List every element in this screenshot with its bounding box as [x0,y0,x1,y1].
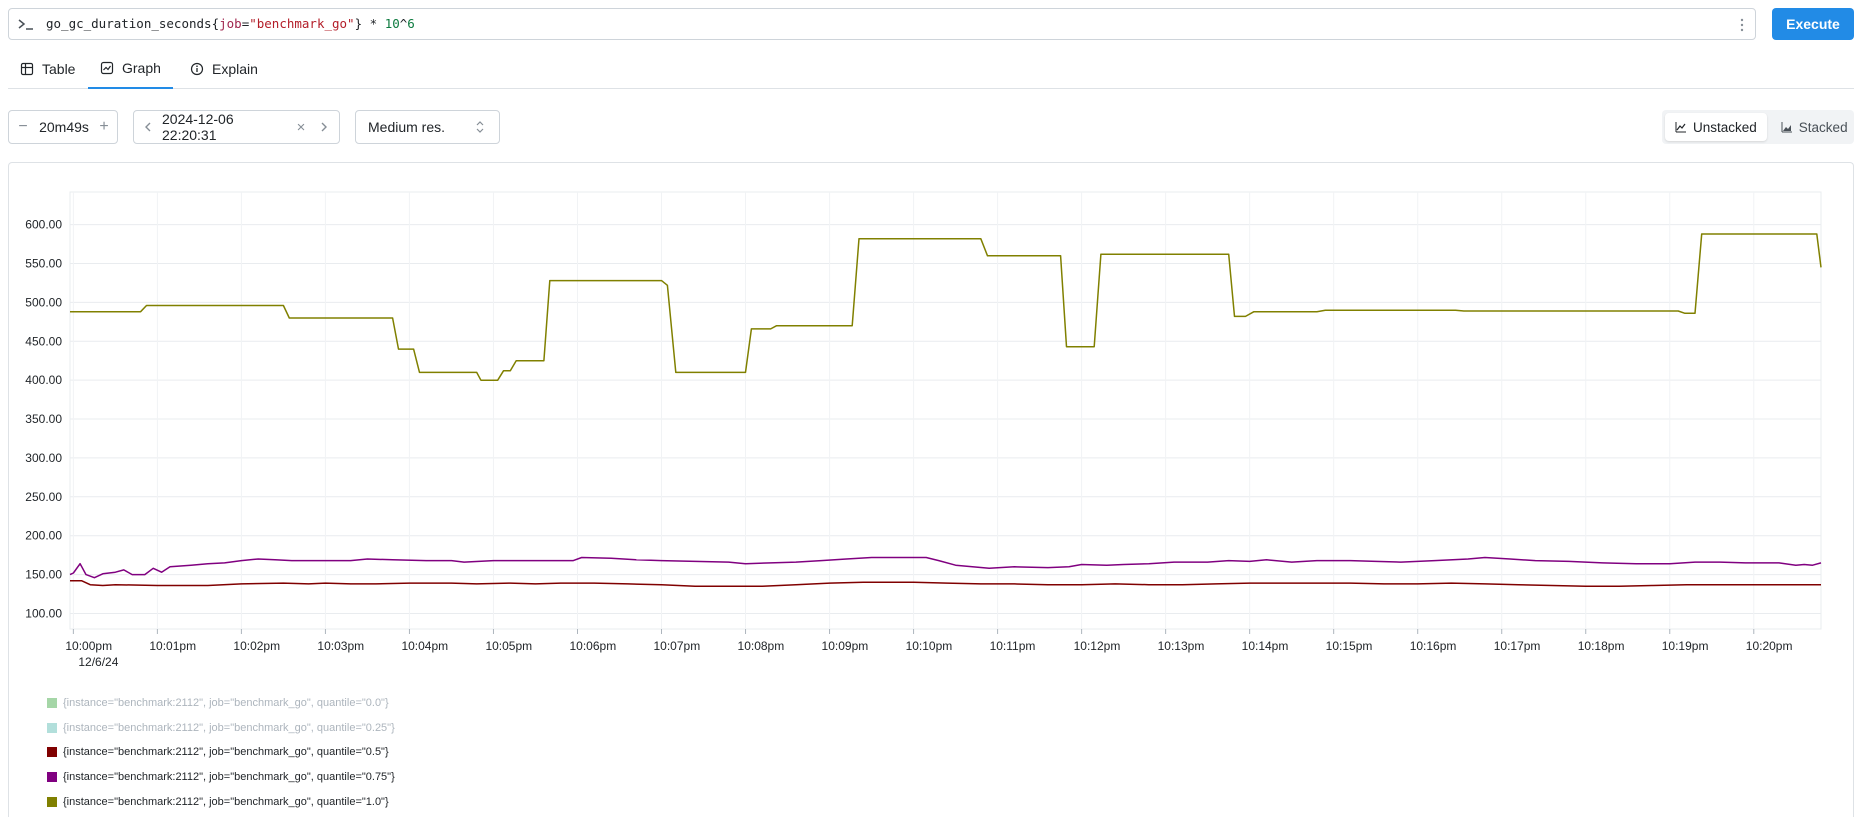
end-time-value[interactable]: 2024-12-06 22:20:31 [162,111,234,143]
x-tick-label: 10:12pm [1074,639,1121,653]
y-tick-label: 300.00 [25,451,62,465]
chevron-left-icon[interactable] [134,122,162,132]
query-row: go_gc_duration_seconds{job="benchmark_go… [8,8,1854,40]
x-tick-label: 10:15pm [1326,639,1373,653]
legend-label: {instance="benchmark:2112", job="benchma… [63,697,389,710]
x-date-sublabel: 12/6/24 [78,655,118,669]
chart-legend: {instance="benchmark:2112", job="benchma… [47,691,395,814]
terminal-prompt-icon [18,19,33,30]
query-caret: ^ [399,16,408,31]
query-operator: * [362,16,385,31]
y-tick-label: 150.00 [25,568,62,582]
range-control: − 20m49s + [8,110,118,144]
query-text: go_gc_duration_seconds{job="benchmark_go… [46,16,415,31]
y-tick-label: 250.00 [25,490,62,504]
legend-item[interactable]: {instance="benchmark:2112", job="benchma… [47,789,395,814]
query-input[interactable]: go_gc_duration_seconds{job="benchmark_go… [8,8,1756,40]
x-tick-label: 10:03pm [317,639,364,653]
graph-icon [100,61,114,75]
x-tick-label: 10:20pm [1746,639,1793,653]
resolution-value: Medium res. [368,119,446,135]
series-line[interactable] [69,556,1822,579]
x-tick-label: 10:02pm [233,639,280,653]
resolution-select[interactable]: Medium res. [355,110,500,144]
stacked-label: Stacked [1798,119,1848,135]
x-tick-label: 10:05pm [485,639,532,653]
x-tick-label: 10:18pm [1578,639,1625,653]
x-tick-label: 10:13pm [1158,639,1205,653]
plot-area [69,191,1822,630]
query-label-key: job [219,16,242,31]
legend-label: {instance="benchmark:2112", job="benchma… [63,771,395,784]
x-tick-label: 10:06pm [569,639,616,653]
x-tick-label: 10:00pm [65,639,112,653]
area-chart-icon [1781,122,1792,133]
x-tick-label: 10:19pm [1662,639,1709,653]
x-tick-label: 10:17pm [1494,639,1541,653]
x-tick-label: 10:07pm [654,639,701,653]
x-tick-label: 10:10pm [906,639,953,653]
tab-graph[interactable]: Graph [88,49,173,89]
y-tick-label: 600.00 [25,218,62,232]
graph-panel: 100.00 150.00 200.00 250.00 300.00 350.00 400.… [8,162,1854,817]
query-number-2: 6 [407,16,415,31]
line-chart[interactable]: 100.00 150.00 200.00 250.00 300.00 350.00 400.… [9,163,1855,683]
execute-button[interactable]: Execute [1772,8,1854,40]
range-decrease-button[interactable]: − [18,118,28,135]
legend-swatch [47,772,57,783]
y-tick-label: 450.00 [25,334,62,348]
range-increase-button[interactable]: + [99,118,109,135]
chevron-right-icon[interactable] [312,122,336,132]
x-tick-label: 10:08pm [738,639,785,653]
x-tick-label: 10:09pm [822,639,869,653]
table-icon [20,62,34,76]
legend-swatch [47,722,57,733]
y-tick-label: 200.00 [25,529,62,543]
y-tick-label: 500.00 [25,295,62,309]
end-time-control: 2024-12-06 22:20:31 × [133,110,340,144]
legend-swatch [47,698,57,709]
line-chart-icon [1675,122,1686,133]
y-tick-label: 350.00 [25,412,62,426]
tab-graph-label: Graph [122,60,161,76]
stacked-option[interactable]: Stacked [1771,113,1858,141]
query-metric: go_gc_duration_seconds [46,16,212,31]
legend-item[interactable]: {instance="benchmark:2112", job="benchma… [47,765,395,790]
y-tick-label: 100.00 [25,606,62,620]
legend-label: {instance="benchmark:2112", job="benchma… [63,721,395,734]
tab-explain[interactable]: Explain [178,49,270,89]
legend-item[interactable]: {instance="benchmark:2112", job="benchma… [47,691,395,716]
kebab-menu-icon[interactable] [1739,16,1745,34]
legend-swatch [47,747,57,758]
y-tick-label: 550.00 [25,257,62,271]
view-tabs: Table Graph Explain [8,49,1854,89]
query-number-1: 10 [384,16,400,31]
y-tick-label: 400.00 [25,373,62,387]
tab-table[interactable]: Table [8,49,87,89]
info-icon [190,62,204,76]
legend-label: {instance="benchmark:2112", job="benchma… [63,746,389,759]
range-value[interactable]: 20m49s [39,119,89,135]
tab-explain-label: Explain [212,61,258,77]
x-tick-label: 10:16pm [1410,639,1457,653]
series-line[interactable] [70,580,1821,587]
legend-label: {instance="benchmark:2112", job="benchma… [63,795,389,808]
series-line[interactable] [70,233,1822,381]
query-label-value: "benchmark_go" [249,16,355,31]
x-tick-label: 10:04pm [401,639,448,653]
unstacked-label: Unstacked [1693,119,1757,135]
stack-mode-toggle: Unstacked Stacked [1662,110,1854,144]
legend-item[interactable]: {instance="benchmark:2112", job="benchma… [47,740,395,765]
x-tick-label: 10:11pm [990,639,1036,653]
legend-item[interactable]: {instance="benchmark:2112", job="benchma… [47,716,395,741]
x-tick-label: 10:01pm [149,639,196,653]
clear-icon[interactable]: × [296,118,306,136]
x-tick-label: 10:14pm [1242,639,1289,653]
tab-table-label: Table [42,61,76,77]
legend-swatch [47,796,57,807]
chevron-updown-icon [476,121,484,133]
unstacked-option[interactable]: Unstacked [1665,113,1767,141]
